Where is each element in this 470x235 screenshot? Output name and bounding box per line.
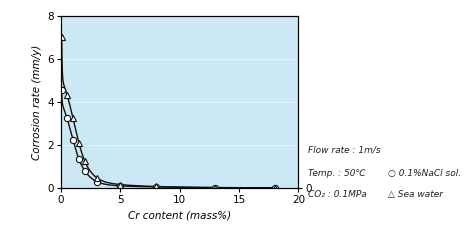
Text: Flow rate : 1m/s: Flow rate : 1m/s: [308, 146, 381, 155]
X-axis label: Cr content (mass%): Cr content (mass%): [128, 211, 231, 220]
Y-axis label: Corrosion rate (mm/y): Corrosion rate (mm/y): [32, 45, 42, 160]
Text: Temp. : 50℃: Temp. : 50℃: [308, 169, 366, 178]
Text: △ Sea water: △ Sea water: [388, 190, 443, 199]
Text: ○ 0.1%NaCl sol.: ○ 0.1%NaCl sol.: [388, 169, 461, 178]
Text: CO₂ : 0.1MPa: CO₂ : 0.1MPa: [308, 190, 367, 199]
